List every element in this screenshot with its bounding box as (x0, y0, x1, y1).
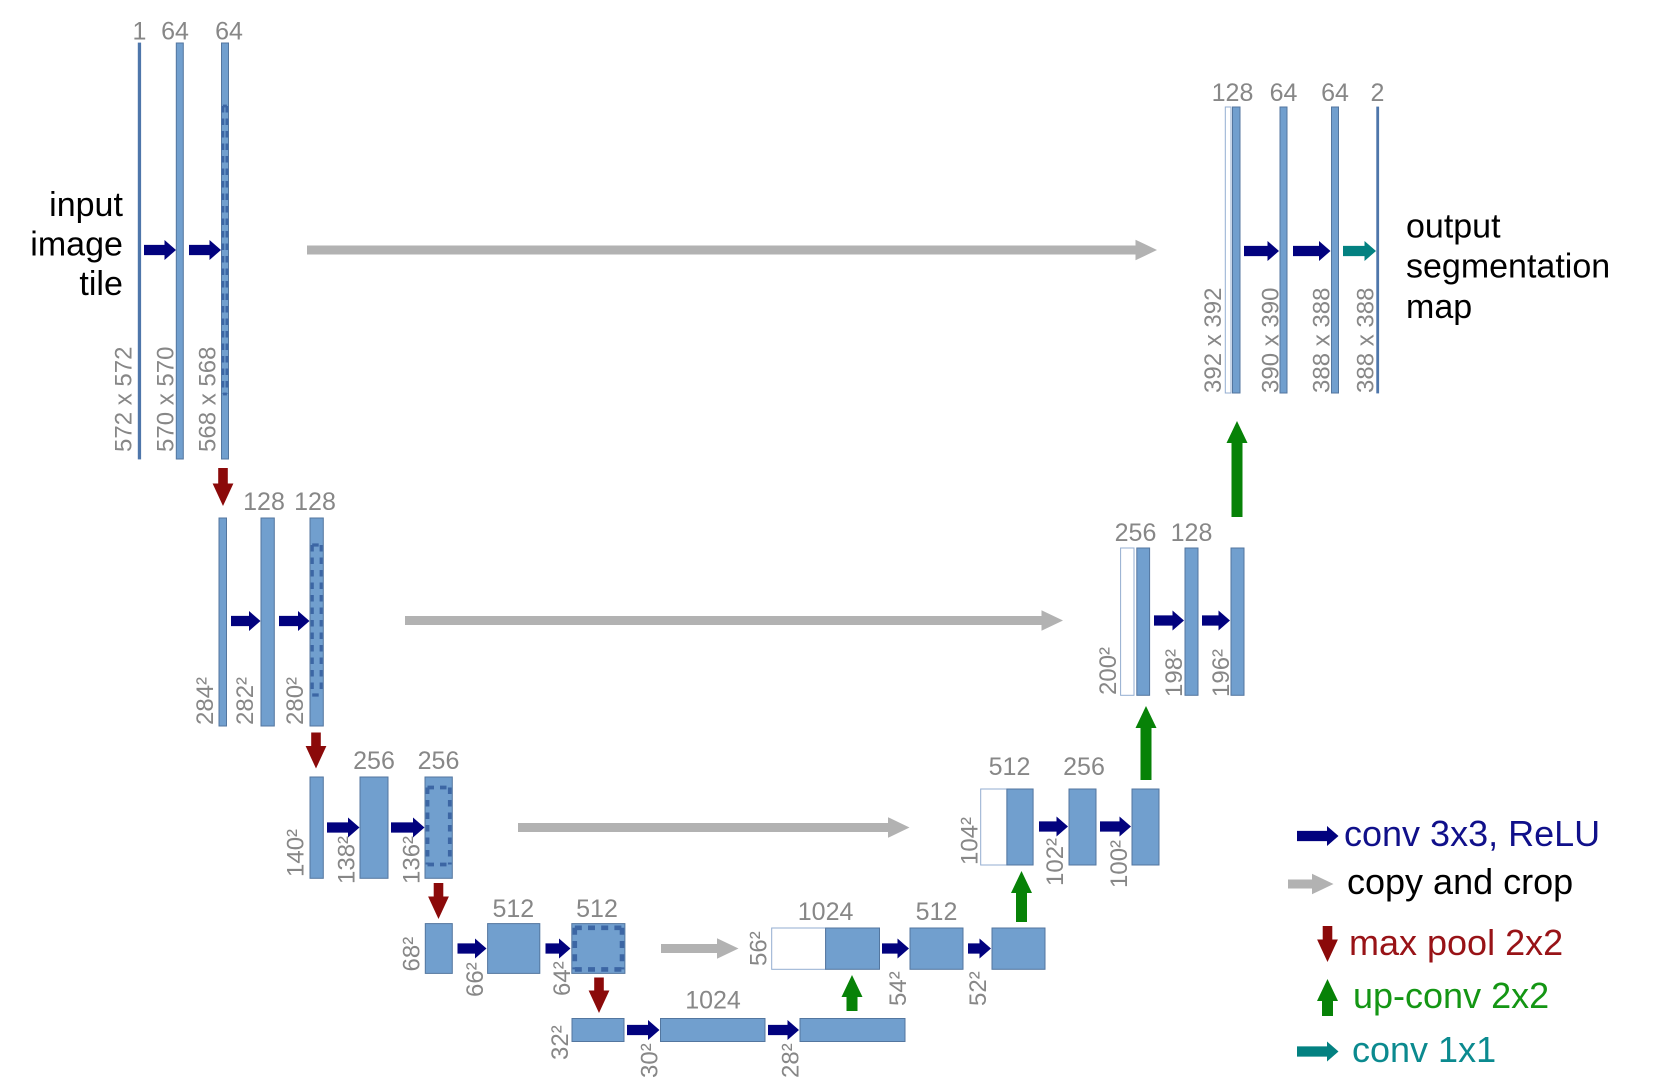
svg-text:512: 512 (916, 898, 958, 926)
svg-text:256: 256 (418, 747, 460, 775)
svg-text:1024: 1024 (798, 898, 854, 926)
svg-text:64: 64 (215, 18, 243, 46)
svg-text:conv 3x3, ReLU: conv 3x3, ReLU (1344, 813, 1600, 854)
svg-text:196²: 196² (1208, 649, 1235, 697)
svg-text:64: 64 (161, 18, 189, 46)
svg-text:512: 512 (492, 895, 534, 923)
svg-text:max pool 2x2: max pool 2x2 (1349, 922, 1563, 963)
svg-text:30²: 30² (637, 1043, 664, 1078)
svg-text:tile: tile (79, 265, 122, 303)
svg-text:138²: 138² (334, 836, 361, 884)
svg-text:28²: 28² (777, 1043, 804, 1078)
svg-text:32²: 32² (547, 1025, 574, 1060)
svg-text:56²: 56² (746, 931, 773, 966)
svg-text:570 x 570: 570 x 570 (153, 347, 180, 452)
svg-text:128: 128 (243, 488, 285, 516)
svg-text:256: 256 (353, 747, 395, 775)
svg-text:100²: 100² (1106, 840, 1133, 888)
svg-text:104²: 104² (957, 817, 984, 865)
svg-text:136²: 136² (399, 836, 426, 884)
svg-text:102²: 102² (1042, 838, 1069, 886)
svg-text:segmentation: segmentation (1406, 248, 1610, 286)
svg-text:up-conv 2x2: up-conv 2x2 (1353, 975, 1549, 1016)
svg-text:66²: 66² (462, 962, 489, 997)
svg-text:568 x 568: 568 x 568 (195, 347, 222, 452)
svg-text:64: 64 (1270, 79, 1298, 107)
svg-text:1024: 1024 (685, 987, 741, 1015)
svg-text:128: 128 (1171, 519, 1213, 547)
svg-text:198²: 198² (1161, 649, 1188, 697)
svg-text:282²: 282² (232, 677, 259, 725)
svg-text:64: 64 (1321, 79, 1349, 107)
svg-text:output: output (1406, 208, 1501, 246)
svg-text:256: 256 (1063, 753, 1105, 781)
svg-text:image: image (30, 226, 123, 264)
svg-text:54²: 54² (885, 971, 912, 1006)
svg-text:256: 256 (1115, 519, 1157, 547)
svg-text:128: 128 (294, 488, 336, 516)
svg-text:572 x 572: 572 x 572 (111, 347, 138, 452)
svg-text:512: 512 (989, 753, 1031, 781)
svg-text:64²: 64² (549, 961, 576, 996)
svg-text:388 x 388: 388 x 388 (1309, 288, 1336, 393)
svg-text:52²: 52² (965, 971, 992, 1006)
svg-text:input: input (49, 186, 123, 224)
svg-text:140²: 140² (283, 829, 310, 877)
svg-text:390 x 390: 390 x 390 (1258, 288, 1285, 393)
svg-text:512: 512 (576, 895, 618, 923)
svg-text:68²: 68² (398, 937, 425, 972)
svg-text:128: 128 (1212, 79, 1254, 107)
svg-text:copy and crop: copy and crop (1347, 861, 1573, 902)
svg-text:map: map (1406, 288, 1472, 326)
svg-text:conv 1x1: conv 1x1 (1352, 1029, 1496, 1070)
svg-text:2: 2 (1371, 79, 1385, 107)
svg-text:200²: 200² (1095, 647, 1122, 695)
svg-text:392 x 392: 392 x 392 (1200, 288, 1227, 393)
svg-text:284²: 284² (192, 677, 219, 725)
svg-text:280²: 280² (282, 677, 309, 725)
svg-text:1: 1 (133, 18, 147, 46)
svg-text:388 x 388: 388 x 388 (1353, 288, 1380, 393)
